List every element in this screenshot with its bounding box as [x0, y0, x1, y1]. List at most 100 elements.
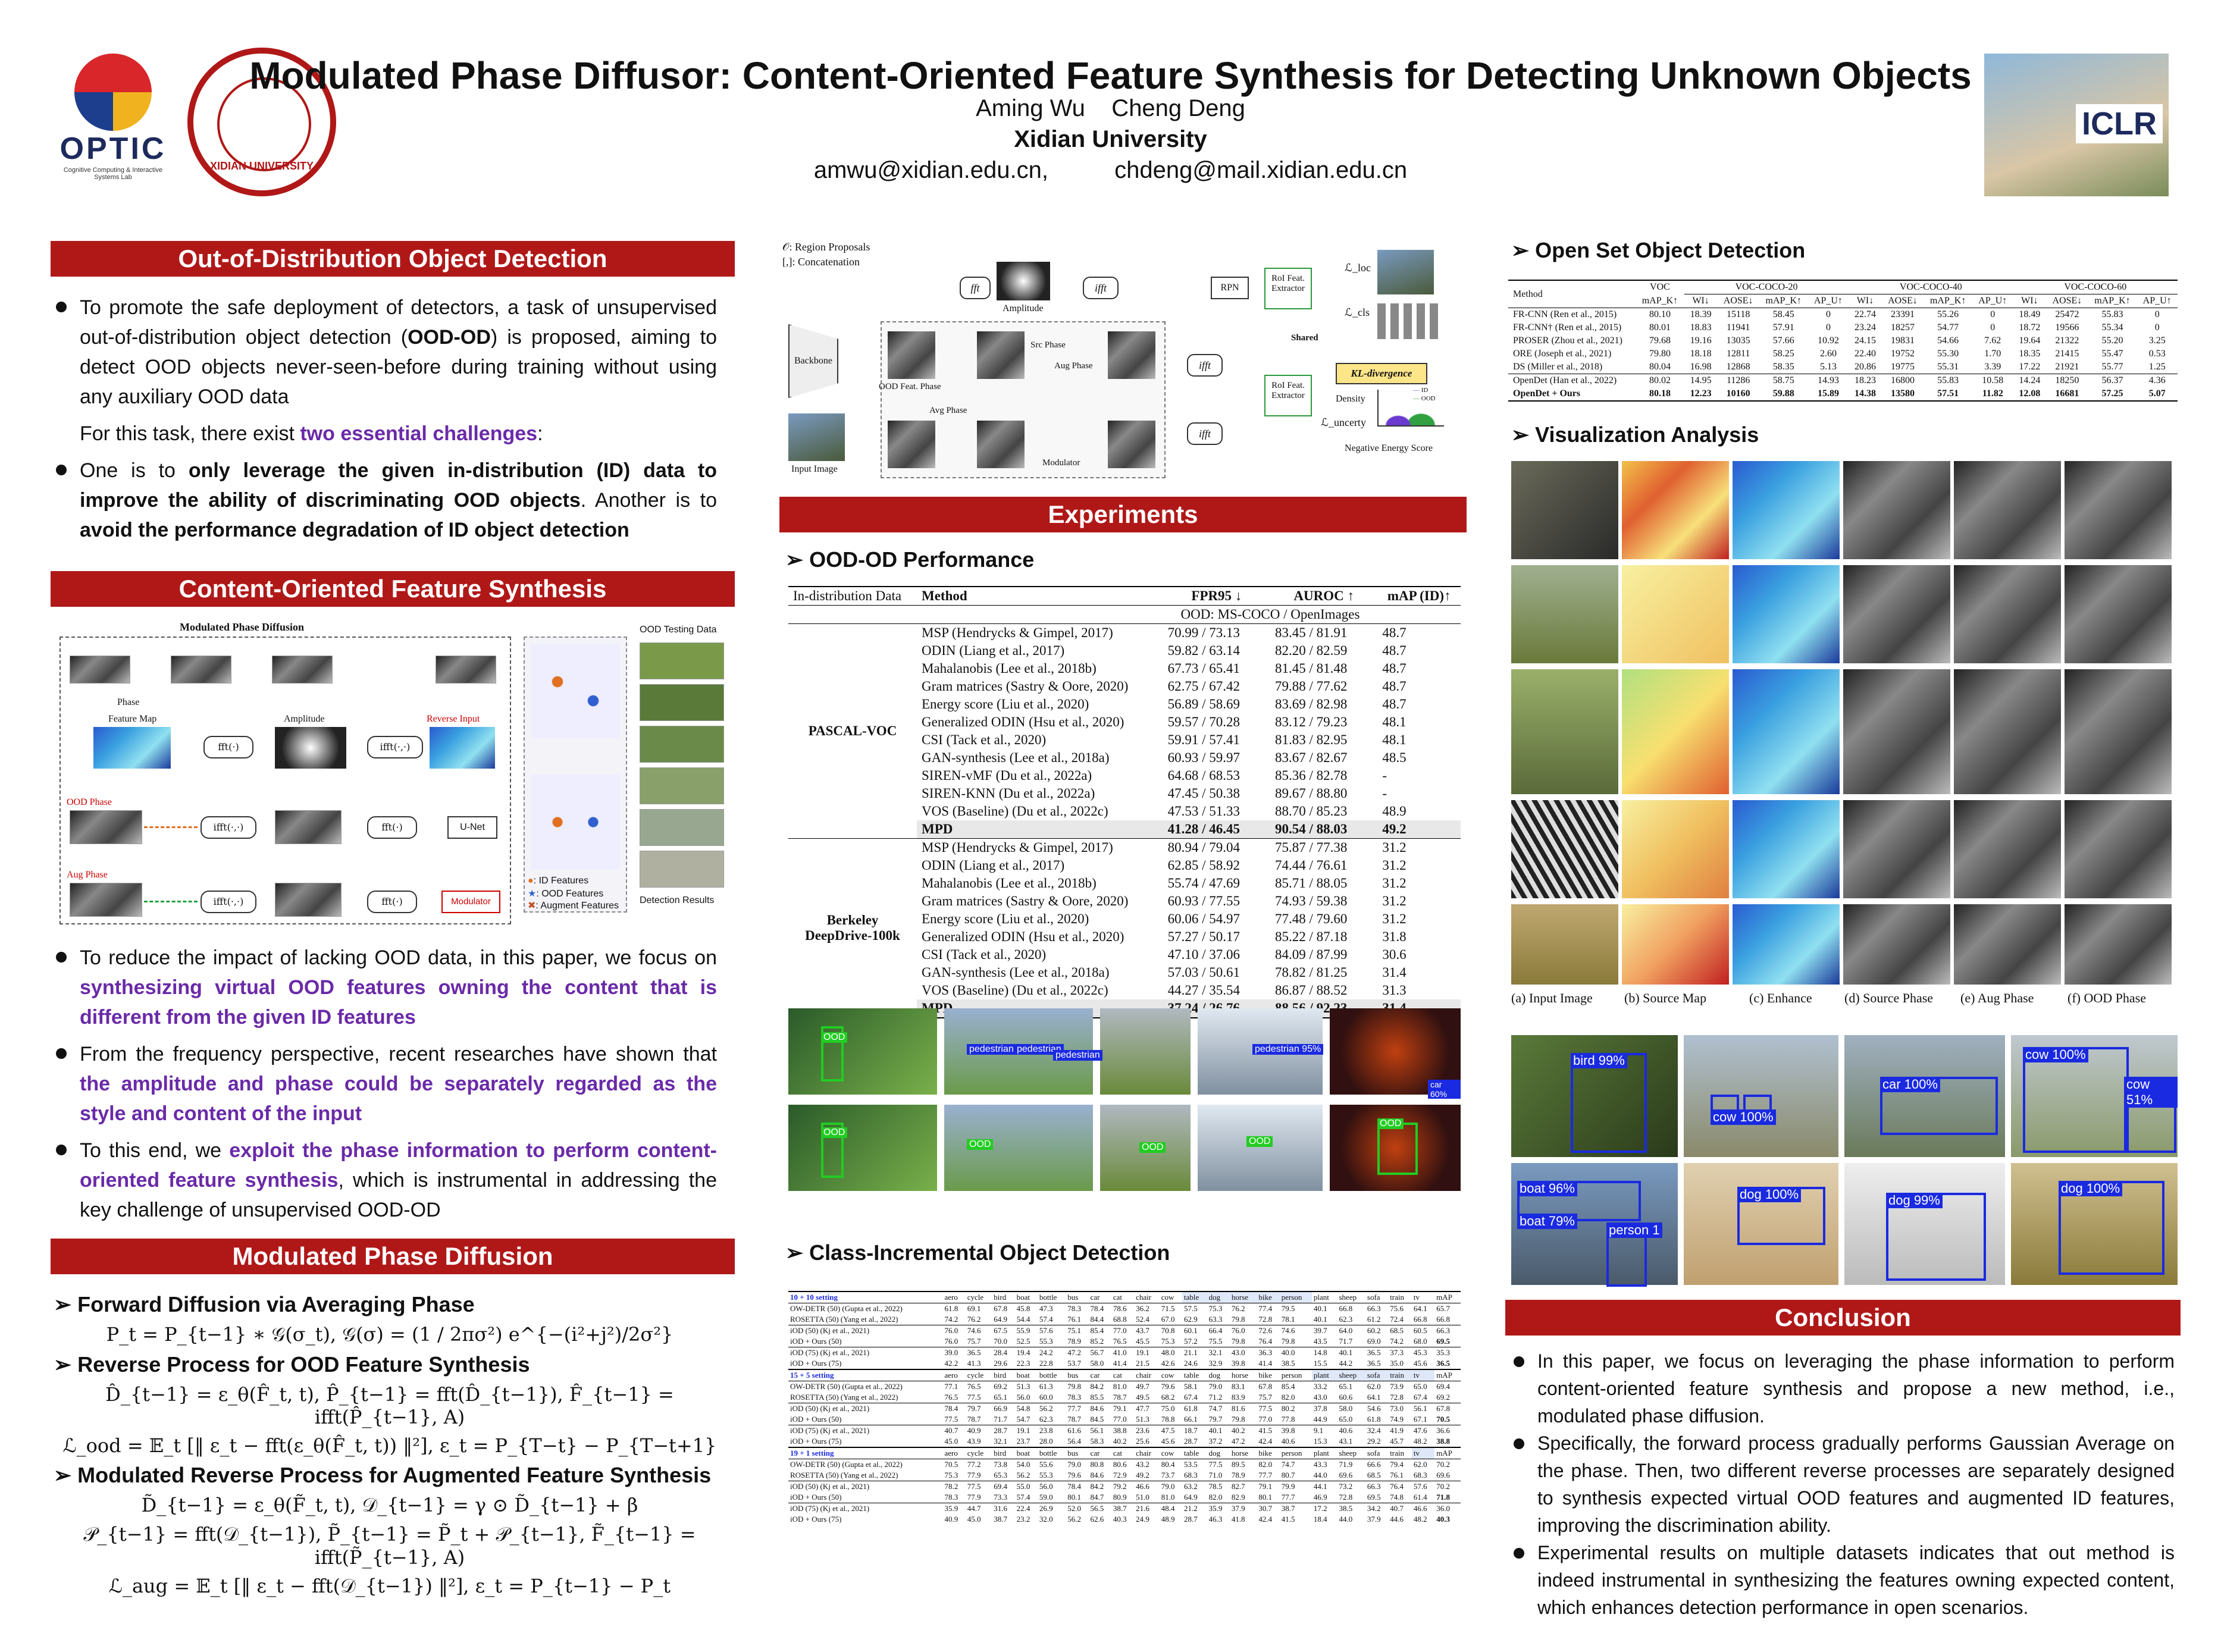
cil-col-header: plant — [1311, 1369, 1337, 1381]
osod-value-cell: 18257 — [1891, 322, 1915, 333]
ood-method-cell: SIREN-vMF (Du et al., 2022a) — [922, 768, 1092, 783]
cil-value-cell: 47.5 — [1161, 1426, 1175, 1435]
cil-value-cell: 82.7 — [1231, 1482, 1245, 1491]
arch-src-phase — [977, 331, 1025, 379]
cil-value-cell: 70.2 — [1436, 1460, 1450, 1469]
cil-table-row: ROSETTA (50) (Yang et al., 2022) 75.3 77.9… — [788, 1470, 1461, 1481]
cil-value-cell: 69.6 — [1339, 1471, 1353, 1479]
cil-value-cell: 82.0 — [1281, 1393, 1295, 1402]
osod-value-cell: 0 — [1825, 322, 1831, 333]
cil-value-cell: 28.7 — [1183, 1437, 1198, 1446]
cil-header-row: 19 + 1 setting aero cycle bird boat bottle bus… — [788, 1447, 1461, 1459]
ood-method-cell: ODIN (Liang et al., 2017) — [922, 643, 1065, 658]
cil-value-cell: 70.5 — [944, 1460, 958, 1469]
arch-input-image-label: Input Image — [791, 464, 838, 474]
osod-col-header: AP_U↑ — [1813, 296, 1843, 306]
section-feature-synthesis-header: Content-Oriented Feature Synthesis — [51, 571, 735, 607]
cil-value-cell: 32.9 — [1208, 1359, 1223, 1368]
arch-ood-feat-phase-label: OOD Feat. Phase — [879, 382, 941, 391]
osod-value-cell: 58.35 — [1772, 362, 1794, 372]
cil-col-header: tv — [1411, 1447, 1435, 1459]
cil-value-cell: 15.3 — [1313, 1437, 1327, 1446]
ood-test-img-3 — [640, 726, 724, 763]
cil-value-cell: 80.9 — [1113, 1493, 1127, 1501]
cil-value-cell: 80.7 — [1281, 1471, 1295, 1479]
cil-value-cell: 52.4 — [1136, 1315, 1149, 1324]
cil-method-cell: OW-DETR (50) (Gupta et al., 2022) — [790, 1382, 903, 1391]
conclusion-bullet-3: Experimental results on multiple dataset… — [1511, 1539, 2175, 1621]
cil-method-cell: iOD + Ours (50) — [790, 1415, 842, 1424]
cil-value-cell: 78.2 — [944, 1482, 958, 1491]
cil-method-cell: iOD (50) (Kj et al., 2021) — [790, 1326, 870, 1335]
cil-value-cell: 67.8 — [994, 1304, 1008, 1313]
cil-col-header: car — [1090, 1449, 1100, 1457]
architecture-figure: 𝒪: Region Proposals [,]: Concatenation B… — [782, 238, 1467, 482]
cil-value-cell: 75.5 — [1208, 1337, 1223, 1346]
formula-loss-aug: ℒ_aug = 𝔼_t [‖ ε_t − fft(𝒟_{t−1}) ‖²], ε… — [108, 1575, 671, 1597]
cil-value-cell: 65.7 — [1436, 1304, 1450, 1313]
cil-value-cell: 47.6 — [1413, 1426, 1427, 1435]
scatter-top — [531, 644, 620, 739]
viz-enhance-4 — [1733, 800, 1840, 898]
detection-results-grid: OOD pedestrian pedestrian pedestrian ped… — [788, 1008, 1461, 1193]
cil-value-cell: 37.3 — [1390, 1348, 1404, 1357]
ood-value-cell: 48.9 — [1382, 804, 1406, 819]
cil-value-cell: 19.4 — [1016, 1348, 1030, 1357]
cil-value-cell: 19.1 — [1136, 1348, 1149, 1357]
ood-col-auroc: AUROC ↑ — [1293, 588, 1354, 603]
cil-value-cell: 67.8 — [1436, 1404, 1450, 1413]
viz-enhance-5 — [1733, 904, 1840, 985]
cil-value-cell: 35.9 — [1208, 1504, 1223, 1513]
osod-value-cell: 19752 — [1891, 349, 1915, 359]
cil-value-cell: 58.1 — [1183, 1382, 1198, 1391]
cil-value-cell: 69.5 — [1367, 1493, 1381, 1501]
cil-value-cell: 74.6 — [1281, 1326, 1295, 1335]
osod-value-cell: 59.88 — [1772, 388, 1794, 399]
arch-amplitude-label: Amplitude — [1003, 303, 1044, 314]
cil-value-cell: 62.6 — [1090, 1515, 1104, 1524]
osod-value-cell: 10.58 — [1982, 375, 2004, 385]
cil-value-cell: 78.3 — [1067, 1304, 1082, 1313]
osod-value-cell: 55.83 — [1937, 375, 1959, 385]
cil-value-cell: 67.5 — [994, 1326, 1008, 1335]
cil-table-row: iOD + Ours (50) 77.5 78.7 71.7 54.7 62.3 78.7 8… — [788, 1414, 1461, 1425]
ood-table-row: VOS (Baseline) (Du et al., 2022c) 47.53 /… — [788, 803, 1461, 820]
ood-table-row: Mahalanobis (Lee et al., 2018b) 55.74 / 4… — [788, 874, 1461, 892]
cil-value-cell: 57.6 — [1413, 1482, 1427, 1491]
cil-value-cell: 77.0 — [1113, 1326, 1127, 1335]
cil-value-cell: 54.4 — [1016, 1315, 1030, 1324]
cil-col-header: mAP — [1436, 1293, 1452, 1302]
osod-table-row: OpenDet (Han et al., 2022) 80.02 14.95 1128… — [1508, 374, 2178, 388]
ood-table-row: SIREN-KNN (Du et al., 2022a) 47.45 / 50.3… — [788, 785, 1461, 803]
cil-value-cell: 78.5 — [1208, 1482, 1223, 1491]
cil-value-cell: 43.1 — [1339, 1437, 1353, 1446]
cil-value-cell: 68.2 — [1161, 1393, 1175, 1402]
ood-table-row: Berkeley DeepDrive-100k MSP (Hendrycks & … — [788, 838, 1461, 943]
osod-value-cell: 24.15 — [1855, 336, 1876, 346]
amplitude-image — [275, 727, 346, 769]
cil-value-cell: 75.3 — [944, 1471, 958, 1479]
cil-value-cell: 81.6 — [1231, 1404, 1245, 1413]
cil-value-cell: 45.5 — [1136, 1337, 1149, 1346]
cil-table-row: OW-DETR (50) (Gupta et al., 2022) 61.8 69.… — [788, 1303, 1461, 1315]
cil-value-cell: 53.7 — [1067, 1359, 1082, 1368]
ood-method-cell: Gram matrices (Sastry & Oore, 2020) — [922, 679, 1129, 694]
ood-value-cell: 85.36 / 82.78 — [1275, 768, 1348, 783]
cil-col-header: plant — [1313, 1449, 1329, 1457]
cil-col-header: table — [1182, 1291, 1207, 1303]
cil-value-cell: 57.2 — [1183, 1337, 1198, 1346]
cil-value-cell: 40.1 — [1208, 1426, 1223, 1435]
cil-value-cell: 42.2 — [944, 1359, 958, 1368]
ood-value-cell: 85.22 / 87.18 — [1275, 929, 1348, 944]
cil-value-cell: 41.5 — [1281, 1515, 1295, 1524]
cil-value-cell: 24.2 — [1039, 1348, 1053, 1357]
aug-phase-image — [70, 883, 142, 917]
cil-method-cell: iOD (50) (Kj et al., 2021) — [790, 1482, 870, 1491]
det-label-1: OOD — [821, 1032, 848, 1043]
osod-value-cell: 0 — [1990, 322, 1996, 333]
arch-ood-feat-phase — [888, 331, 935, 379]
ood-value-cell: 47.10 / 37.06 — [1167, 947, 1240, 962]
cil-value-cell: 62.0 — [1413, 1460, 1427, 1469]
ood-value-cell: 31.3 — [1382, 983, 1406, 998]
cil-col-header: aero — [944, 1371, 958, 1380]
